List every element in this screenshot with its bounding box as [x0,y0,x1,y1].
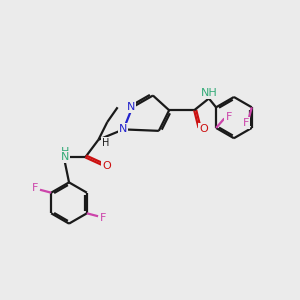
Text: N: N [60,152,69,162]
Text: F: F [100,213,106,223]
Text: F: F [226,112,232,122]
Text: H: H [60,147,69,157]
Text: N: N [127,102,135,112]
Text: O: O [200,124,208,134]
Text: NH: NH [200,88,217,98]
Text: F: F [243,118,249,128]
Text: O: O [102,161,111,171]
Text: N: N [119,124,127,134]
Text: F: F [32,183,38,193]
Text: H: H [102,138,110,148]
